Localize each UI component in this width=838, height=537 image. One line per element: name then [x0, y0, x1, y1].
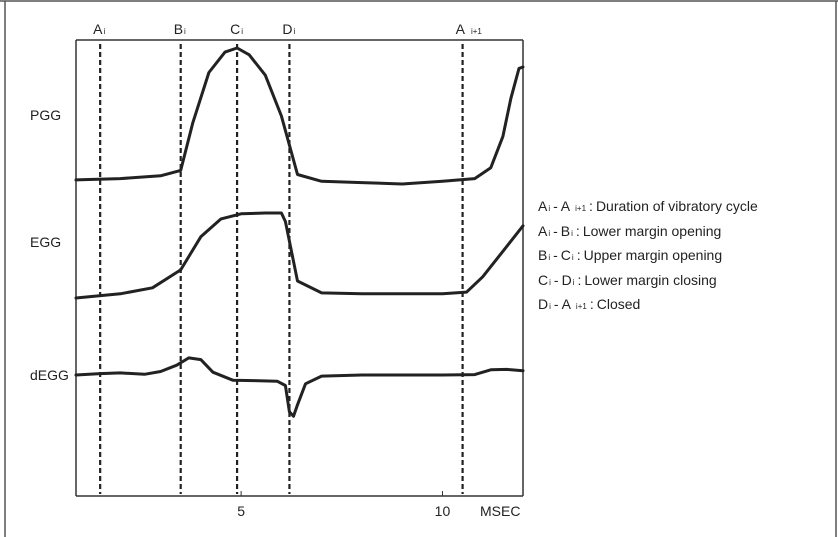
legend-colon: : — [576, 247, 581, 263]
series-lines: PGG EGG dEGG — [30, 46, 525, 418]
series-label-pgg: PGG — [30, 107, 61, 123]
legend-from: Ai — [538, 198, 551, 214]
legend-description: Closed — [596, 296, 641, 312]
x-axis-label: MSEC — [480, 503, 520, 519]
event-label-d-i: Di — [282, 21, 295, 37]
legend-from: Bi — [538, 247, 551, 263]
legend-item: Ai - Bi: Lower margin opening — [538, 224, 758, 238]
legend-dash: - — [553, 271, 559, 288]
legend-description: Upper margin opening — [583, 247, 723, 263]
series-line-pgg — [74, 46, 525, 186]
x-tick-label: 10 — [435, 503, 451, 519]
legend-dash: - — [553, 222, 558, 239]
legend-colon: : — [577, 271, 582, 288]
legend-to: Bi — [560, 222, 573, 239]
series-label-egg: EGG — [30, 234, 61, 250]
legend-from: Ai — [538, 222, 551, 239]
event-label-a-i: Ai — [93, 21, 105, 37]
legend-item: Bi - Ci: Upper margin opening — [538, 248, 758, 262]
legend-colon: : — [589, 198, 593, 214]
x-tick-labels: 5 10 — [237, 491, 450, 519]
event-label-b-i: Bi — [174, 21, 186, 37]
legend-to: Ci — [560, 247, 574, 263]
legend-item: Ci - Di: Lower margin closing — [538, 273, 758, 287]
series-line-degg — [74, 356, 525, 418]
legend-description: Duration of vibratory cycle — [595, 198, 758, 214]
legend-dash: - — [553, 247, 558, 263]
series-label-degg: dEGG — [30, 367, 69, 383]
legend-to: Di — [561, 271, 575, 288]
legend-dash: - — [553, 296, 559, 312]
legend-dash: - — [553, 198, 558, 214]
x-tick-label: 5 — [237, 503, 245, 519]
legend-description: Lower margin opening — [582, 222, 722, 239]
event-label-c-i: Ci — [230, 21, 243, 37]
legend-from: Ci — [538, 271, 551, 288]
legend-from: Di — [538, 296, 551, 312]
legend-colon: : — [575, 222, 580, 239]
legend-colon: : — [589, 296, 594, 312]
series-line-egg — [74, 211, 525, 300]
legend-description: Lower margin closing — [584, 271, 717, 288]
